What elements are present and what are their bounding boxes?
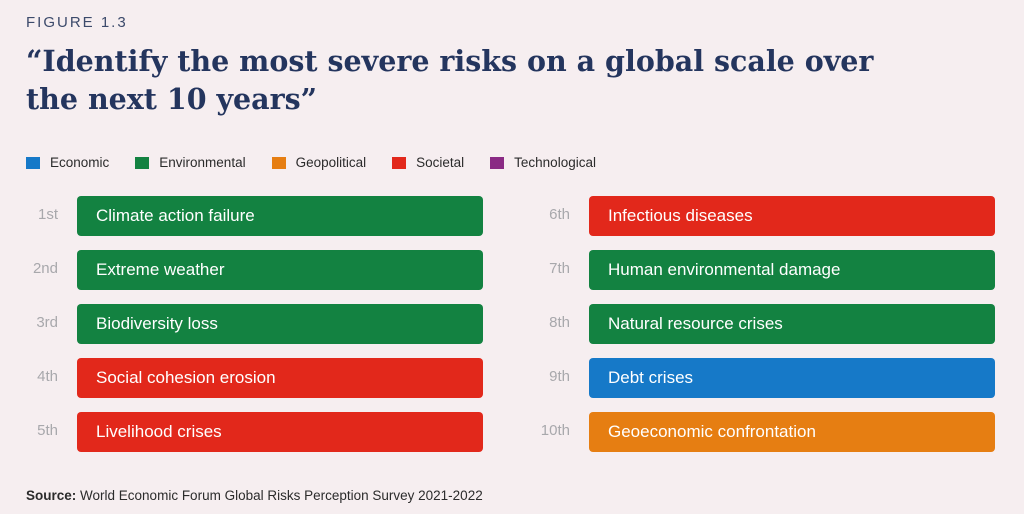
risk-bar: Natural resource crises — [589, 304, 995, 344]
legend-label: Geopolitical — [295, 155, 367, 170]
risk-bar: Social cohesion erosion — [77, 358, 483, 398]
legend-swatch — [135, 156, 150, 169]
risk-bar: Infectious diseases — [589, 196, 995, 236]
legend-item-geopolitical: Geopolitical — [271, 155, 367, 170]
source-note: Source: World Economic Forum Global Risk… — [26, 488, 483, 503]
legend-item-economic: Economic — [26, 155, 109, 170]
source-label: Source: — [26, 488, 77, 503]
source-text: World Economic Forum Global Risks Percep… — [80, 488, 483, 503]
legend-swatch — [26, 156, 40, 169]
legend-swatch — [490, 156, 505, 169]
legend-item-societal: Societal — [392, 155, 464, 170]
rank-label: 3rd — [36, 314, 58, 331]
legend-item-environmental: Environmental — [135, 155, 246, 170]
legend-label: Environmental — [159, 155, 246, 170]
risk-bar: Geoeconomic confrontation — [589, 412, 995, 452]
risk-bar: Extreme weather — [77, 250, 483, 290]
rank-label: 8th — [549, 314, 570, 331]
risk-bar: Biodiversity loss — [77, 304, 483, 344]
legend-item-technological: Technological — [490, 155, 596, 170]
risk-bar: Climate action failure — [77, 196, 483, 236]
rank-label: 4th — [37, 368, 58, 385]
legend-swatch — [271, 156, 286, 169]
rank-label: 7th — [549, 260, 570, 277]
legend-label: Economic — [50, 155, 110, 170]
legend-label: Societal — [416, 155, 465, 170]
rank-label: 5th — [37, 422, 58, 439]
rank-label: 6th — [549, 206, 570, 223]
figure-label: FIGURE 1.3 — [26, 14, 128, 31]
rank-label: 1st — [37, 206, 58, 223]
rank-label: 2nd — [32, 260, 58, 277]
legend-label: Technological — [514, 155, 596, 170]
risk-bar: Livelihood crises — [77, 412, 483, 452]
rank-label: 10th — [540, 422, 570, 439]
legend-swatch — [392, 156, 407, 169]
rank-label: 9th — [549, 368, 570, 385]
risk-bar: Debt crises — [589, 358, 995, 398]
legend: Economic Environmental Geopolitical Societa… — [26, 155, 622, 170]
risk-bar: Human environmental damage — [589, 250, 995, 290]
chart-title: “Identify the most severe risks on a glo… — [26, 44, 874, 116]
